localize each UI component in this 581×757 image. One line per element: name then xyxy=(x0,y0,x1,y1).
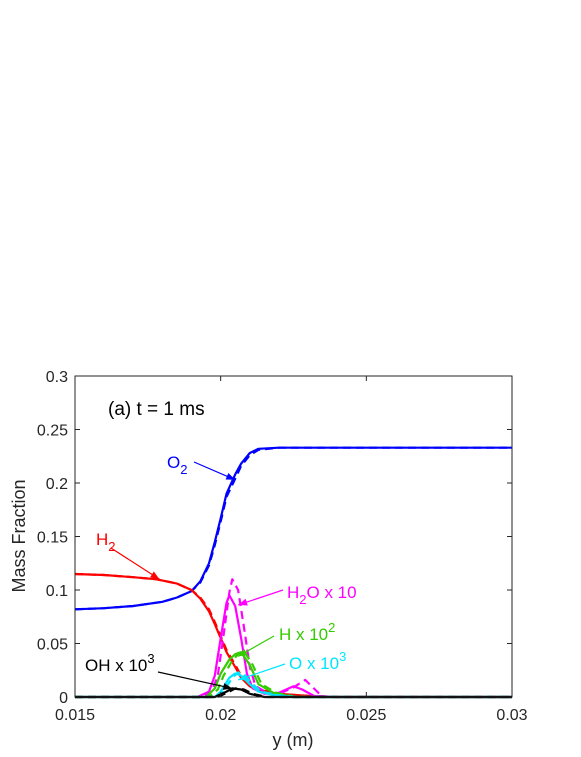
ticks-layer: 0.015 0.02 0.025 0.03 0 0.05 0.1 0.15 0.2 0.25 0.3 xyxy=(37,369,528,724)
annotation-oh-arrow xyxy=(157,671,233,690)
annotation-o2-subscript: 2 xyxy=(180,462,187,477)
panel-label: (a) t = 1 ms xyxy=(108,399,205,420)
y-tick-label: 0 xyxy=(59,690,68,707)
y-tick-label: 0.2 xyxy=(46,476,68,493)
annotation-h2-arrowhead xyxy=(150,571,160,580)
y-tick-label: 0.1 xyxy=(46,583,68,600)
plot-frame xyxy=(74,375,513,698)
annotation-h-text: H x 10 xyxy=(279,625,328,644)
annotation-h2-arrow xyxy=(110,547,160,580)
annotation-o2: O2 xyxy=(167,453,187,477)
annotation-o-superscript: 3 xyxy=(339,649,346,664)
annotation-h: H x 102 xyxy=(279,620,335,644)
annotation-h2o-arrowhead xyxy=(238,598,248,606)
annotation-o2-text: O xyxy=(167,453,180,472)
annotation-oh-text: OH x 10 xyxy=(85,656,147,675)
series-line-h2o-dashed xyxy=(75,578,512,699)
annotation-o-text: O x 10 xyxy=(289,654,339,673)
y-tick-label: 0.05 xyxy=(37,637,68,654)
x-tick-label: 0.015 xyxy=(55,707,95,724)
x-tick-label: 0.03 xyxy=(496,707,527,724)
annotation-o: O x 103 xyxy=(289,649,346,673)
x-tick-label: 0.02 xyxy=(205,707,236,724)
y-axis-label: Mass Fraction xyxy=(9,479,29,592)
series-layer xyxy=(74,446,512,699)
series-line-o2-dashed xyxy=(74,446,512,611)
annotation-o-arrowhead xyxy=(238,673,248,681)
x-axis-label: y (m) xyxy=(273,730,314,750)
annotation-h-arrowhead xyxy=(238,648,248,657)
annotation-oh: OH x 103 xyxy=(85,651,155,675)
y-tick-label: 0.3 xyxy=(46,369,68,386)
annotation-h2-text: H xyxy=(96,530,108,549)
y-tick-label: 0.25 xyxy=(37,423,68,440)
x-tick-label: 0.025 xyxy=(346,707,386,724)
annotation-h2: H2 xyxy=(96,530,116,554)
annotation-h-superscript: 2 xyxy=(328,620,335,635)
annotation-h2o: H2O x 10 xyxy=(287,583,357,607)
series-line-o-dashed xyxy=(75,671,512,699)
annotation-h2o-subscript: 2 xyxy=(299,592,306,607)
series-line-h2o-solid xyxy=(75,594,512,699)
annotation-oh-superscript: 3 xyxy=(147,651,154,666)
annotation-h2o-suffix: O x 10 xyxy=(307,583,357,602)
series-line-h-dashed xyxy=(75,649,512,699)
annotation-oh-arrowhead xyxy=(222,683,233,690)
annotation-o2-arrowhead xyxy=(225,473,236,480)
y-tick-label: 0.15 xyxy=(37,530,68,547)
annotation-h2o-text: H xyxy=(287,583,299,602)
annotation-h2-subscript: 2 xyxy=(108,539,115,554)
series-line-oh-dashed xyxy=(75,687,512,699)
